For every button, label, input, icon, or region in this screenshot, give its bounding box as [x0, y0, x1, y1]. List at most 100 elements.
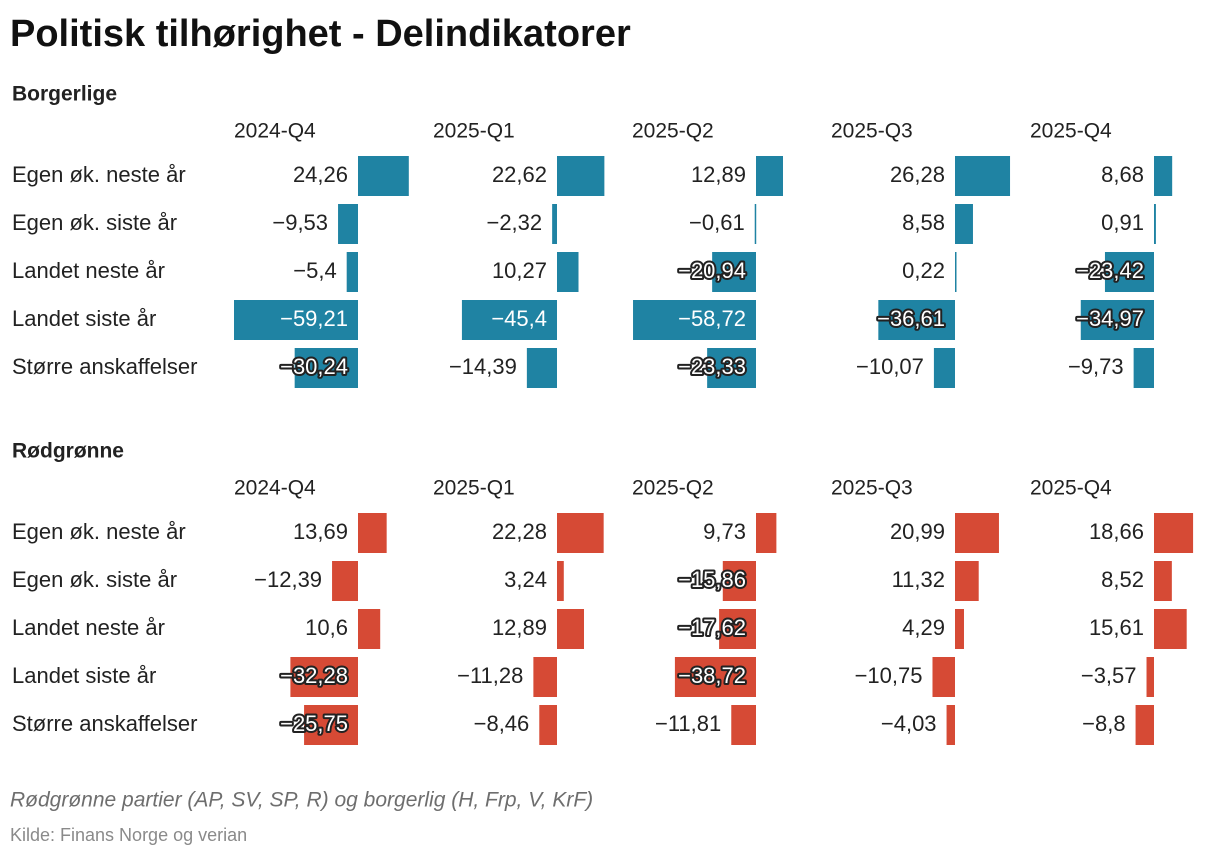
bar [533, 657, 557, 697]
bar [1154, 156, 1173, 196]
value-label: −10,07 [856, 354, 924, 379]
value-label: −11,81 [655, 711, 721, 736]
bar [332, 561, 358, 601]
bar [719, 609, 756, 649]
value-label: −17,62 [678, 615, 746, 640]
bar [1146, 657, 1154, 697]
value-label: 15,61 [1089, 615, 1144, 640]
bar [731, 705, 756, 745]
column-header: 2025-Q4 [1030, 120, 1112, 143]
value-label: 8,52 [1101, 567, 1144, 592]
value-label: −4,03 [881, 711, 937, 736]
bar [358, 513, 387, 553]
bar [932, 657, 955, 697]
bar [557, 609, 584, 649]
bar [461, 300, 557, 340]
value-label: 20,99 [890, 519, 945, 544]
column-header: 2025-Q2 [632, 120, 714, 143]
value-label: −8,8 [1082, 711, 1125, 736]
bar [707, 348, 756, 388]
bar [754, 204, 757, 244]
row-label: Større anskaffelser [12, 354, 197, 379]
bar [955, 156, 1011, 196]
chart-title: Politisk tilhørighet - Delindikatorer [10, 13, 631, 55]
value-label: −20,94 [678, 258, 746, 283]
value-label: −36,61 [877, 306, 945, 331]
column-header: 2025-Q1 [433, 120, 515, 143]
value-label: −0,61 [689, 210, 745, 235]
value-label: −38,72 [678, 663, 746, 688]
bar [358, 156, 409, 196]
value-label: −25,75 [280, 711, 348, 736]
row-label: Større anskaffelser [12, 711, 197, 736]
column-header: 2025-Q1 [433, 477, 515, 500]
column-header: 2024-Q4 [234, 477, 316, 500]
column-header: 2025-Q2 [632, 477, 714, 500]
value-label: −10,75 [855, 663, 923, 688]
value-label: −14,39 [449, 354, 517, 379]
column-header: 2025-Q3 [831, 120, 913, 143]
value-label: 13,69 [293, 519, 348, 544]
bar [1154, 513, 1194, 553]
value-label: −2,32 [486, 210, 542, 235]
bar [557, 561, 564, 601]
note: Rødgrønne partier (AP, SV, SP, R) og bor… [10, 789, 593, 812]
row-label: Egen øk. siste år [12, 567, 177, 592]
row-label: Egen øk. siste år [12, 210, 177, 235]
value-label: −15,86 [678, 567, 746, 592]
value-label: −11,28 [457, 663, 523, 688]
bar [294, 348, 358, 388]
bar [539, 705, 557, 745]
bar [358, 609, 381, 649]
bar [1154, 204, 1156, 244]
bar [557, 252, 579, 292]
bar [712, 252, 756, 292]
bar [338, 204, 358, 244]
row-label: Landet neste år [12, 615, 165, 640]
bar [557, 513, 604, 553]
value-label: −9,53 [272, 210, 328, 235]
group-title: Rødgrønne [12, 440, 124, 463]
value-label: 0,22 [902, 258, 945, 283]
bar [878, 300, 955, 340]
value-label: −12,39 [254, 567, 322, 592]
column-header: 2024-Q4 [234, 120, 316, 143]
bar [526, 348, 557, 388]
bar [955, 252, 957, 292]
value-label: 3,24 [504, 567, 547, 592]
row-label: Egen øk. neste år [12, 162, 186, 187]
bar [674, 657, 756, 697]
bar [955, 609, 964, 649]
bar [946, 705, 955, 745]
column-header: 2025-Q4 [1030, 477, 1112, 500]
group-title: Borgerlige [12, 83, 117, 106]
bar [1080, 300, 1154, 340]
bar [1133, 348, 1154, 388]
value-label: −59,21 [280, 306, 348, 331]
bar [955, 204, 973, 244]
value-label: −32,28 [280, 663, 348, 688]
value-label: 22,62 [492, 162, 547, 187]
bar [756, 156, 783, 196]
value-label: −34,97 [1076, 306, 1144, 331]
value-label: −5,4 [293, 258, 336, 283]
value-label: 10,6 [305, 615, 348, 640]
bar [722, 561, 756, 601]
bar [1135, 705, 1154, 745]
bar [234, 300, 358, 340]
value-label: −30,24 [280, 354, 348, 379]
value-label: 18,66 [1089, 519, 1144, 544]
row-label: Egen øk. neste år [12, 519, 186, 544]
value-label: 12,89 [691, 162, 746, 187]
value-label: 4,29 [902, 615, 945, 640]
value-label: −58,72 [678, 306, 746, 331]
source: Kilde: Finans Norge og verian [10, 825, 247, 845]
bar [955, 513, 999, 553]
value-label: 10,27 [492, 258, 547, 283]
value-label: −9,73 [1068, 354, 1124, 379]
bar [1154, 609, 1187, 649]
value-label: 11,32 [892, 567, 945, 592]
value-label: 12,89 [492, 615, 547, 640]
value-label: 0,91 [1101, 210, 1144, 235]
